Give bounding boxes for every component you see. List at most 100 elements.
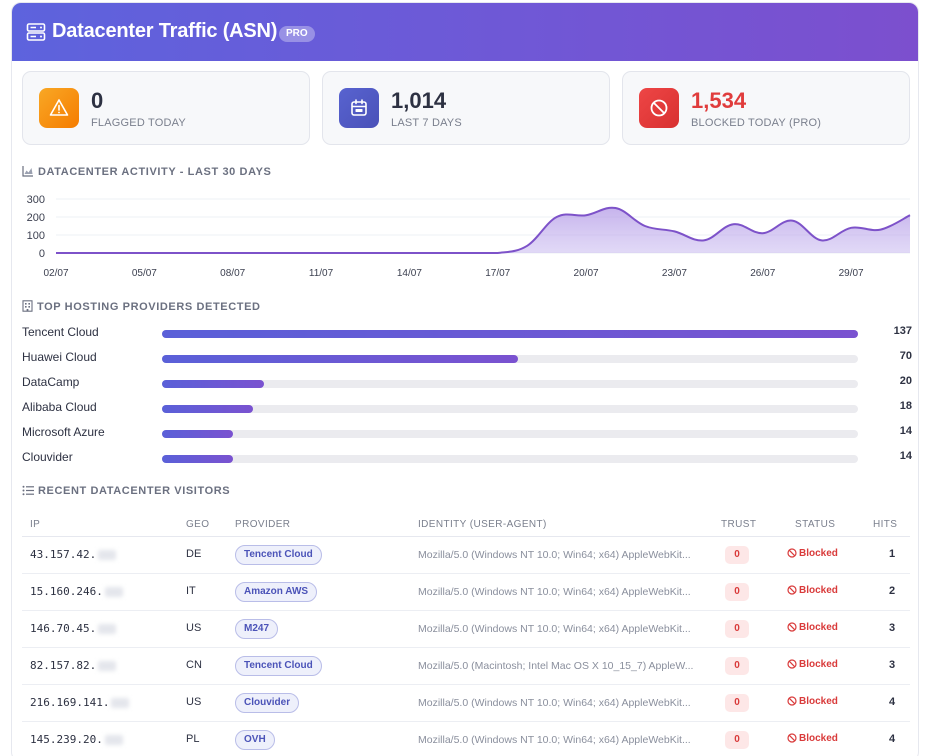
ip-text: 145.239.20. — [30, 733, 103, 746]
ip-address: 43.157.42. — [30, 548, 117, 561]
ip-redacted-mask — [98, 550, 117, 560]
provider-row: Tencent Cloud 137 — [22, 323, 912, 343]
block-icon — [787, 733, 797, 743]
pro-badge: PRO — [279, 26, 315, 42]
x-tick-label: 26/07 — [750, 268, 775, 279]
list-icon — [22, 485, 34, 496]
stat-value: 1,014 — [391, 88, 447, 113]
visitors-table: IP GEO PROVIDER IDENTITY (USER-AGENT) TR… — [22, 511, 910, 756]
geo-code: PL — [186, 733, 200, 745]
status-badge: Blocked — [787, 696, 838, 707]
x-tick-label: 11/07 — [309, 268, 334, 279]
building-icon — [22, 300, 33, 312]
x-tick-label: 23/07 — [662, 268, 687, 279]
table-row[interactable]: 82.157.82. CN Tencent Cloud Mozilla/5.0 (Ma… — [22, 648, 910, 685]
ip-address: 216.169.141. — [30, 696, 130, 709]
table-row[interactable]: 216.169.141. US Clouvider Mozilla/5.0 (Wind… — [22, 685, 910, 722]
geo-code: US — [186, 696, 202, 708]
provider-badge[interactable]: Tencent Cloud — [235, 656, 322, 676]
block-icon — [787, 696, 797, 706]
y-tick-label: 200 — [27, 212, 45, 224]
trust-score-badge: 0 — [725, 694, 749, 712]
hit-count: 1 — [888, 548, 896, 560]
provider-bar-fill — [162, 355, 518, 363]
provider-row: Huawei Cloud 70 — [22, 348, 912, 368]
provider-row: DataCamp 20 — [22, 373, 912, 393]
status-text: Blocked — [799, 622, 838, 633]
ip-address: 145.239.20. — [30, 733, 123, 746]
ip-redacted-mask — [104, 735, 123, 745]
table-row[interactable]: 15.160.246. IT Amazon AWS Mozilla/5.0 (Wind… — [22, 574, 910, 611]
x-tick-label: 02/07 — [43, 268, 68, 279]
chart-area-fill — [56, 207, 910, 253]
warning-icon — [39, 88, 79, 128]
stat-label: BLOCKED TODAY (PRO) — [691, 117, 822, 129]
status-badge: Blocked — [787, 733, 838, 744]
block-icon — [787, 548, 797, 558]
ip-redacted-mask — [98, 661, 117, 671]
status-text: Blocked — [799, 585, 838, 596]
column-header-hits: HITS — [873, 519, 898, 530]
table-row[interactable]: 43.157.42. DE Tencent Cloud Mozilla/5.0 (Wi… — [22, 537, 910, 574]
y-tick-label: 300 — [27, 194, 45, 206]
activity-title-text: DATACENTER ACTIVITY - LAST 30 DAYS — [38, 166, 272, 178]
stat-card-flagged-today: 0 FLAGGED TODAY — [22, 71, 310, 145]
activity-chart-svg: 0 100 200 300 02/07 05/07 08/07 11/07 14/07 17/07… — [27, 194, 911, 279]
provider-bar-fill — [162, 455, 234, 463]
provider-badge[interactable]: Clouvider — [235, 693, 300, 713]
provider-row: Clouvider 14 — [22, 448, 912, 468]
provider-bar-track — [162, 455, 858, 463]
visitors-section-title: RECENT DATACENTER VISITORS — [22, 485, 230, 497]
user-agent: Mozilla/5.0 (Windows NT 10.0; Win64; x64… — [418, 586, 691, 598]
table-body: 43.157.42. DE Tencent Cloud Mozilla/5.0 (Wi… — [22, 537, 910, 756]
hit-count: 3 — [888, 659, 896, 671]
column-header-status: STATUS — [795, 519, 836, 530]
ip-text: 146.70.45. — [30, 622, 97, 635]
table-row[interactable]: 146.70.45. US M247 Mozilla/5.0 (Windows NT … — [22, 611, 910, 648]
column-header-provider: PROVIDER — [235, 519, 291, 530]
provider-bar-fill — [162, 405, 254, 413]
hit-count: 2 — [888, 585, 896, 597]
stat-value: 1,534 — [691, 88, 747, 113]
status-text: Blocked — [799, 659, 838, 670]
status-text: Blocked — [799, 733, 838, 744]
stat-label: FLAGGED TODAY — [91, 117, 186, 129]
provider-bar-track — [162, 430, 858, 438]
activity-chart: 0 100 200 300 02/07 05/07 08/07 11/07 14/07 17/07… — [12, 183, 918, 283]
provider-name: Huawei Cloud — [22, 350, 97, 364]
ip-text: 15.160.246. — [30, 585, 103, 598]
geo-code: US — [186, 622, 202, 634]
column-header-identity: IDENTITY (USER-AGENT) — [418, 519, 547, 530]
stat-card-blocked-today: 1,534 BLOCKED TODAY (PRO) — [622, 71, 910, 145]
y-tick-label: 100 — [27, 230, 45, 242]
provider-badge[interactable]: M247 — [235, 619, 279, 639]
provider-bar-track — [162, 330, 858, 338]
provider-badge[interactable]: Tencent Cloud — [235, 545, 322, 565]
hit-count: 4 — [888, 733, 896, 745]
provider-count: 14 — [899, 425, 912, 437]
provider-bar-track — [162, 380, 858, 388]
table-row[interactable]: 145.239.20. PL OVH Mozilla/5.0 (Windows NT … — [22, 722, 910, 756]
status-text: Blocked — [799, 548, 838, 559]
x-tick-label: 08/07 — [220, 268, 245, 279]
provider-name: DataCamp — [22, 375, 80, 389]
x-tick-label: 29/07 — [839, 268, 864, 279]
geo-code: DE — [186, 548, 202, 560]
provider-badge[interactable]: Amazon AWS — [235, 582, 318, 602]
server-icon — [26, 23, 46, 41]
provider-name: Tencent Cloud — [22, 325, 99, 339]
status-badge: Blocked — [787, 622, 838, 633]
trust-score-badge: 0 — [725, 657, 749, 675]
ip-address: 146.70.45. — [30, 622, 117, 635]
ip-text: 43.157.42. — [30, 548, 97, 561]
provider-count: 14 — [899, 450, 912, 462]
block-icon — [639, 88, 679, 128]
x-tick-label: 20/07 — [574, 268, 599, 279]
provider-badge[interactable]: OVH — [235, 730, 275, 750]
provider-name: Microsoft Azure — [22, 425, 105, 439]
visitors-title-text: RECENT DATACENTER VISITORS — [38, 485, 231, 497]
block-icon — [787, 622, 797, 632]
column-header-trust: TRUST — [721, 519, 757, 530]
user-agent: Mozilla/5.0 (Windows NT 10.0; Win64; x64… — [418, 734, 691, 746]
trust-score-badge: 0 — [725, 620, 749, 638]
